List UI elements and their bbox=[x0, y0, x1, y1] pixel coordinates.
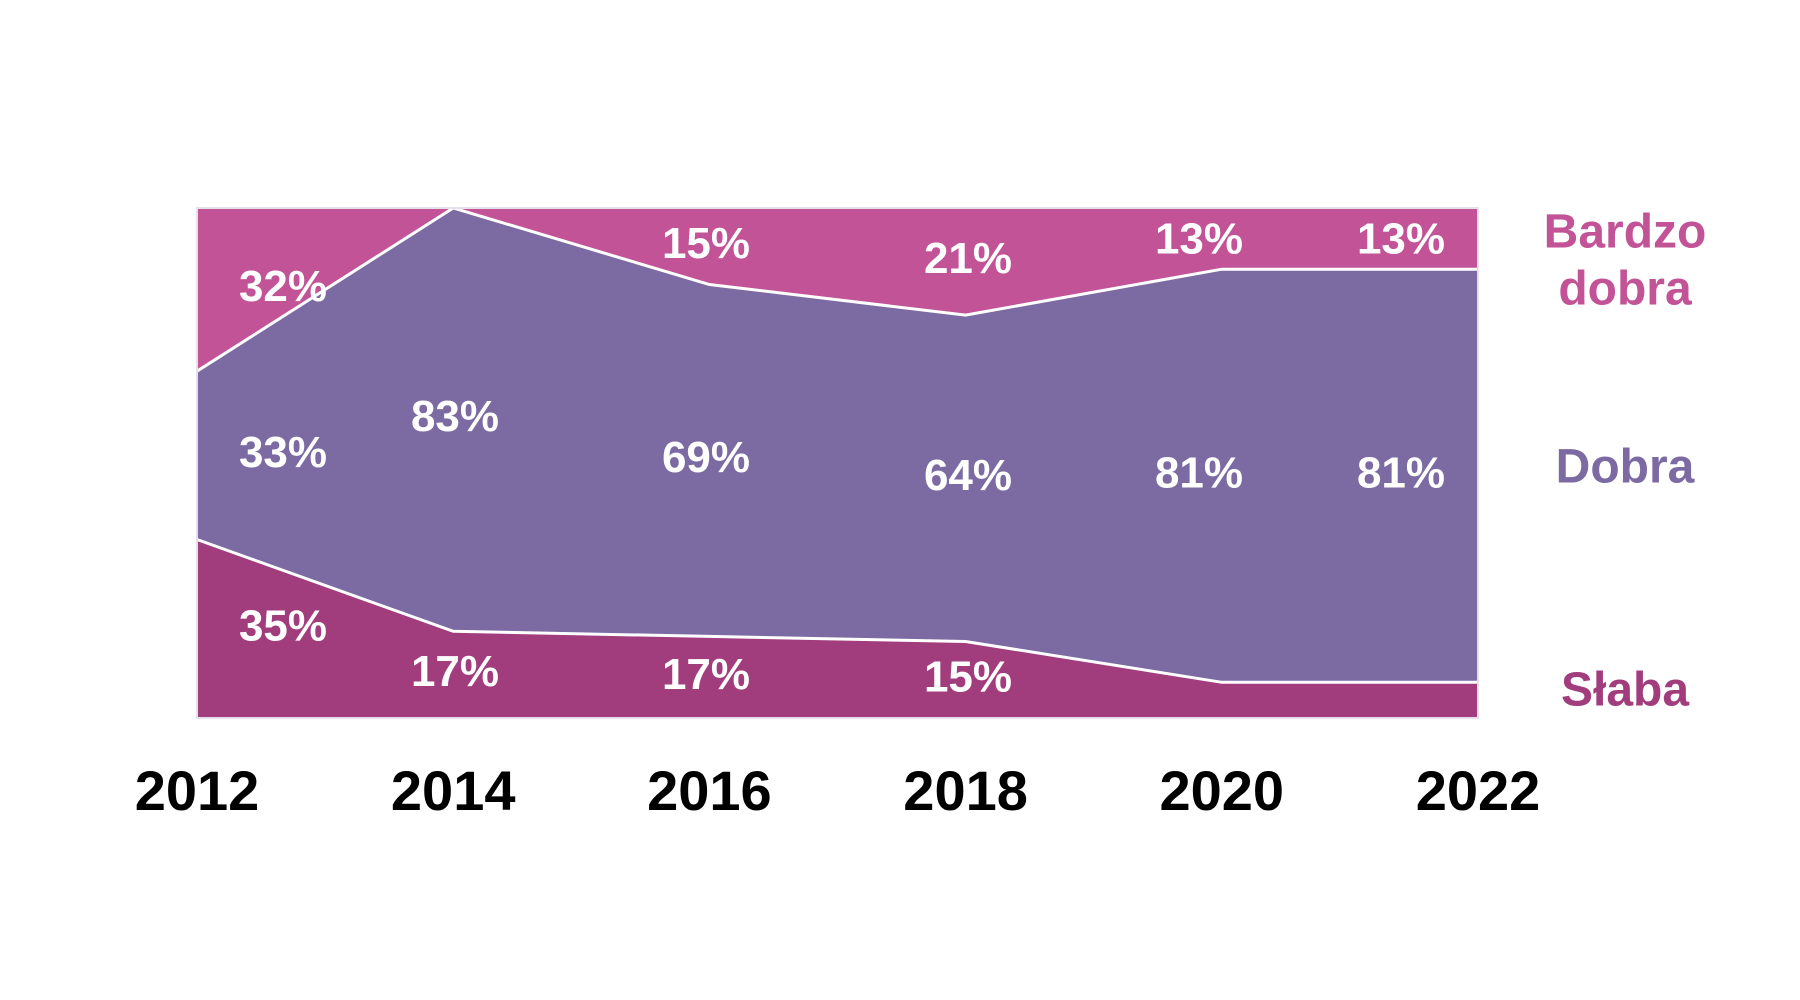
data-label-slaba-2016: 17% bbox=[662, 650, 750, 699]
legend-label-slaba: Słaba bbox=[1561, 664, 1689, 717]
area-dobra bbox=[197, 208, 1478, 683]
x-tick-label-2020: 2020 bbox=[1160, 759, 1285, 822]
data-labels: 35% 17% 17% 15% 33% 83% 69% 64% 81% 81% 32% 15% 21% 1… bbox=[239, 215, 1445, 702]
x-tick-label-2018: 2018 bbox=[903, 759, 1028, 822]
data-label-bardzo-dobra-2016: 15% bbox=[662, 219, 750, 268]
legend-label-bardzo-dobra: Bardzo bbox=[1544, 206, 1707, 259]
data-label-dobra-2018: 64% bbox=[924, 451, 1012, 500]
data-label-dobra-2020: 81% bbox=[1155, 448, 1243, 497]
data-label-dobra-2016: 69% bbox=[662, 433, 750, 482]
data-label-bardzo-dobra-2012: 32% bbox=[239, 262, 327, 311]
legend-label-bardzo-dobra: dobra bbox=[1558, 263, 1692, 316]
x-tick-label-2012: 2012 bbox=[135, 759, 260, 822]
data-label-slaba-2014: 17% bbox=[411, 647, 499, 696]
x-tick-label-2016: 2016 bbox=[647, 759, 772, 822]
data-label-dobra-2022: 81% bbox=[1357, 448, 1445, 497]
data-label-dobra-2012: 33% bbox=[239, 428, 327, 477]
x-axis-tick-labels: 2012 2014 2016 2018 2020 2022 bbox=[135, 759, 1541, 822]
x-tick-label-2014: 2014 bbox=[391, 759, 516, 822]
boundary-line bbox=[196, 538, 1478, 684]
data-label-slaba-2012: 35% bbox=[239, 601, 327, 650]
boundary-lines bbox=[196, 206, 1479, 719]
area-layer bbox=[197, 208, 1478, 718]
data-label-slaba-2018: 15% bbox=[924, 652, 1012, 701]
plot-frame bbox=[196, 207, 1479, 719]
area-bardzo-dobra bbox=[197, 208, 1478, 372]
data-label-dobra-2014: 83% bbox=[411, 392, 499, 441]
boundary-line bbox=[196, 206, 1478, 373]
data-label-bardzo-dobra-2020: 13% bbox=[1155, 215, 1243, 264]
legend-label-dobra: Dobra bbox=[1556, 441, 1695, 494]
data-label-bardzo-dobra-2018: 21% bbox=[924, 234, 1012, 283]
x-tick-label-2022: 2022 bbox=[1416, 759, 1541, 822]
data-label-bardzo-dobra-2022: 13% bbox=[1357, 215, 1445, 264]
